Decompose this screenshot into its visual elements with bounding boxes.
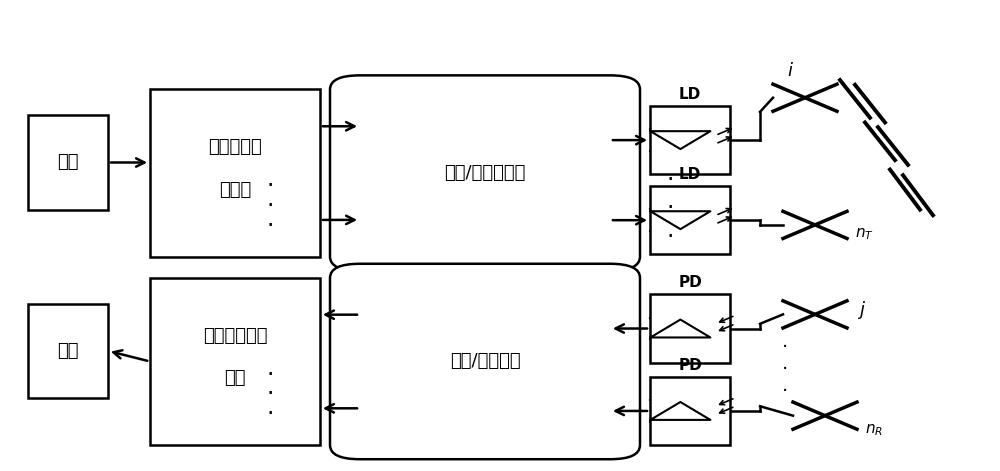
Text: 比特: 比特: [57, 154, 79, 171]
FancyBboxPatch shape: [150, 278, 320, 445]
Text: ·: ·: [666, 196, 674, 220]
FancyBboxPatch shape: [650, 106, 730, 174]
Text: $j$: $j$: [857, 299, 866, 321]
Text: ·: ·: [666, 225, 674, 249]
Text: $n_T$: $n_T$: [855, 227, 874, 242]
Text: ·: ·: [266, 194, 274, 218]
FancyBboxPatch shape: [28, 115, 108, 210]
Text: ·: ·: [266, 382, 274, 406]
Text: 复数/正实数转换: 复数/正实数转换: [444, 164, 526, 182]
Text: PD: PD: [678, 275, 702, 290]
Text: LD: LD: [679, 87, 701, 102]
Text: ·: ·: [266, 402, 274, 426]
FancyBboxPatch shape: [330, 264, 640, 459]
Text: $n_R$: $n_R$: [865, 422, 883, 438]
FancyBboxPatch shape: [28, 304, 108, 398]
FancyBboxPatch shape: [650, 186, 730, 254]
Text: $i$: $i$: [787, 62, 793, 80]
FancyBboxPatch shape: [650, 294, 730, 363]
Text: PD: PD: [678, 357, 702, 373]
FancyBboxPatch shape: [330, 75, 640, 271]
Text: ·
·
·: · · ·: [782, 338, 788, 401]
Text: ·: ·: [666, 168, 674, 192]
Text: 空时网格码: 空时网格码: [208, 138, 262, 156]
Text: 编码器: 编码器: [219, 180, 251, 199]
Text: ·: ·: [266, 174, 274, 198]
FancyBboxPatch shape: [650, 377, 730, 445]
FancyBboxPatch shape: [150, 89, 320, 257]
Text: 码器: 码器: [224, 369, 246, 387]
Text: 比特: 比特: [57, 342, 79, 360]
Text: 实数/复数转换: 实数/复数转换: [450, 352, 520, 371]
Text: LD: LD: [679, 167, 701, 182]
Text: ·: ·: [266, 363, 274, 387]
Text: 空时网格码译: 空时网格码译: [203, 326, 267, 345]
Text: ·: ·: [266, 214, 274, 238]
